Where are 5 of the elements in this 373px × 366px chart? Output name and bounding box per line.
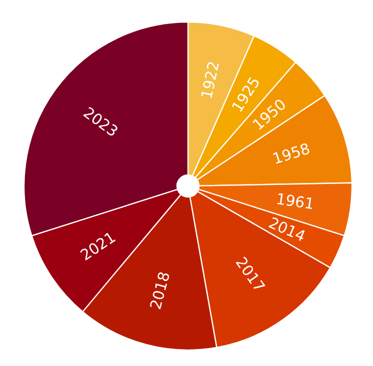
slice-label: 1961 bbox=[274, 190, 316, 214]
slice-label: 1958 bbox=[270, 140, 312, 168]
slice-label: 1922 bbox=[198, 60, 224, 101]
slice-label: 2018 bbox=[146, 270, 174, 312]
slice-label: 2014 bbox=[266, 214, 308, 246]
